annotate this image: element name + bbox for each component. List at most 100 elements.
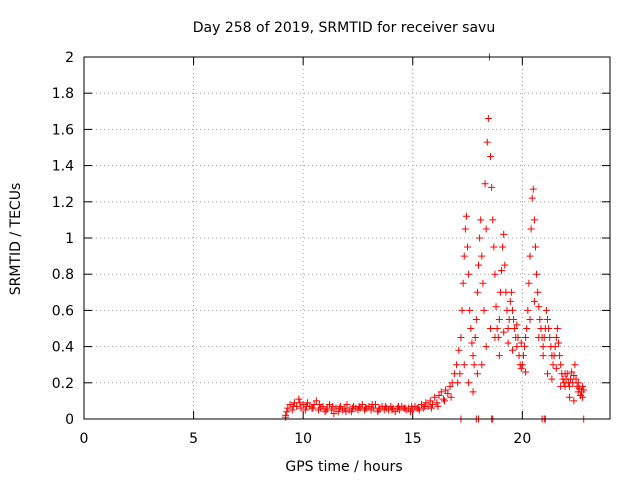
data-point <box>283 408 291 416</box>
data-point <box>518 361 526 369</box>
data-point <box>507 288 515 296</box>
y-tick-label: 1.6 <box>52 122 74 138</box>
data-point <box>487 153 495 161</box>
data-point <box>551 343 559 351</box>
data-point <box>470 361 478 369</box>
data-point <box>437 388 445 396</box>
data-point <box>514 334 522 342</box>
data-point <box>482 343 490 351</box>
data-point <box>465 379 473 387</box>
data-point <box>355 402 363 410</box>
data-point <box>575 384 583 392</box>
data-point <box>284 404 292 412</box>
data-point <box>458 306 466 314</box>
data-point <box>396 406 404 414</box>
data-point <box>299 401 307 409</box>
data-point <box>466 306 474 314</box>
data-point <box>508 306 516 314</box>
data-point <box>469 352 477 360</box>
data-point <box>447 393 455 401</box>
data-point <box>468 339 476 347</box>
data-point <box>570 372 578 380</box>
data-point <box>571 361 579 369</box>
data-point <box>482 225 490 233</box>
data-point <box>282 413 290 421</box>
data-point <box>523 325 531 332</box>
data-point <box>534 288 542 296</box>
data-point <box>322 406 330 414</box>
data-point <box>414 404 422 412</box>
data-point <box>527 225 535 233</box>
data-point <box>522 334 530 342</box>
data-point <box>441 397 449 405</box>
data-point <box>548 375 556 383</box>
data-point <box>517 364 525 372</box>
data-point <box>301 406 309 414</box>
data-point <box>395 402 403 410</box>
data-point <box>444 390 452 398</box>
data-point <box>409 406 417 414</box>
data-point <box>460 252 468 260</box>
data-point <box>579 393 587 401</box>
plot-frame <box>83 56 611 420</box>
data-point <box>506 297 514 305</box>
data-point <box>495 315 503 323</box>
data-point <box>439 395 447 403</box>
data-point <box>334 408 342 416</box>
data-point <box>369 404 377 412</box>
data-point <box>580 386 588 394</box>
data-point <box>475 261 482 269</box>
y-axis-label: SRMTID / TECUs <box>8 183 24 296</box>
y-tick-label: 0 <box>65 412 74 428</box>
data-point <box>297 404 305 412</box>
grid-lines <box>84 57 610 419</box>
data-point <box>565 393 573 401</box>
data-point <box>422 399 430 407</box>
data-point <box>296 399 304 407</box>
data-point <box>544 315 552 323</box>
data-point <box>528 194 536 202</box>
data-point <box>477 216 485 224</box>
data-point <box>568 368 576 376</box>
data-point <box>501 261 509 269</box>
x-axis-label: GPS time / hours <box>285 459 402 475</box>
data-point <box>408 402 416 410</box>
data-point <box>336 402 344 410</box>
data-point <box>471 334 479 342</box>
data-point <box>491 270 499 278</box>
data-point <box>302 402 310 410</box>
data-point <box>381 402 389 410</box>
data-point <box>549 361 557 369</box>
data-point <box>557 382 565 390</box>
data-point <box>511 325 519 332</box>
data-point <box>552 364 560 372</box>
data-point <box>442 386 450 394</box>
data-point <box>572 375 580 383</box>
data-point <box>478 361 486 369</box>
data-point <box>472 315 480 323</box>
data-point <box>561 370 569 378</box>
data-point <box>465 270 473 278</box>
data-point <box>462 212 470 220</box>
data-point <box>484 115 492 123</box>
data-point <box>488 183 496 191</box>
data-point <box>368 401 376 409</box>
data-point <box>304 399 312 407</box>
data-point <box>391 408 399 416</box>
data-point <box>460 361 468 369</box>
data-point <box>552 334 560 342</box>
chart-title: Day 258 of 2019, SRMTID for receiver sav… <box>193 20 495 36</box>
data-point <box>319 402 327 410</box>
y-tick-label: 0.6 <box>52 303 74 319</box>
data-point <box>467 325 475 332</box>
data-point <box>464 243 472 251</box>
y-tick-label: 1 <box>65 231 74 247</box>
data-point <box>454 379 462 387</box>
data-point <box>478 252 486 260</box>
data-point <box>545 325 553 332</box>
data-point <box>539 343 547 351</box>
data-point <box>553 325 561 332</box>
data-point <box>483 138 491 146</box>
data-point <box>522 368 530 376</box>
